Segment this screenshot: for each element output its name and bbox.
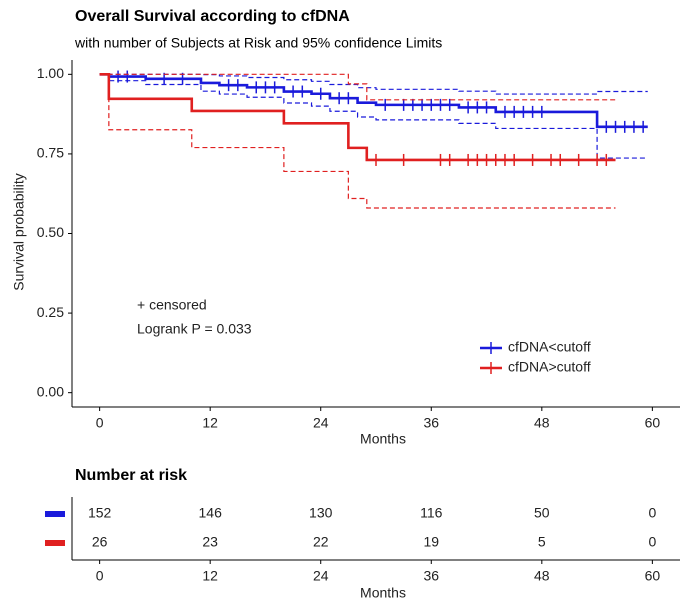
x-tick-label: 24 [313,415,329,431]
legend-label: cfDNA>cutoff [508,359,591,375]
risk-count: 22 [313,534,329,550]
risk-x-tick-label: 60 [645,568,661,584]
annotation: + censored [137,297,207,313]
x-tick-label: 0 [96,415,104,431]
risk-count: 130 [309,505,333,521]
y-tick-label: 0.00 [37,383,64,399]
risk-row-swatch [45,511,65,517]
risk-x-axis-label: Months [360,585,406,601]
chart-title: Overall Survival according to cfDNA [75,8,350,25]
risk-count: 5 [538,534,546,550]
confidence-limit [99,73,616,101]
y-tick-label: 0.75 [37,145,64,161]
chart-subtitle: with number of Subjects at Risk and 95% … [74,35,442,51]
x-tick-label: 36 [423,415,439,431]
risk-x-tick-label: 36 [423,568,439,584]
y-tick-label: 0.25 [37,304,64,320]
x-axis-label: Months [360,431,406,447]
risk-count: 0 [648,505,656,521]
risk-x-tick-label: 48 [534,568,550,584]
risk-count: 152 [88,505,112,521]
risk-count: 146 [199,505,223,521]
risk-table-title: Number at risk [75,467,187,484]
legend-label: cfDNA<cutoff [508,339,591,355]
annotation: Logrank P = 0.033 [137,321,252,337]
risk-count: 26 [92,534,108,550]
x-tick-label: 60 [645,415,661,431]
x-tick-label: 12 [202,415,218,431]
confidence-limit [99,73,616,209]
y-axis-label: Survival probability [11,173,27,291]
y-tick-label: 0.50 [37,224,64,240]
risk-count: 116 [420,505,443,521]
risk-count: 50 [534,505,550,521]
risk-x-tick-label: 0 [96,568,104,584]
x-tick-label: 48 [534,415,550,431]
risk-x-tick-label: 24 [313,568,329,584]
risk-x-tick-label: 12 [202,568,218,584]
risk-count: 19 [423,534,439,550]
risk-count: 23 [202,534,218,550]
confidence-limit [99,73,648,159]
risk-count: 0 [648,534,656,550]
y-tick-label: 1.00 [37,65,64,81]
risk-row-swatch [45,540,65,546]
survival-curve [99,73,616,162]
